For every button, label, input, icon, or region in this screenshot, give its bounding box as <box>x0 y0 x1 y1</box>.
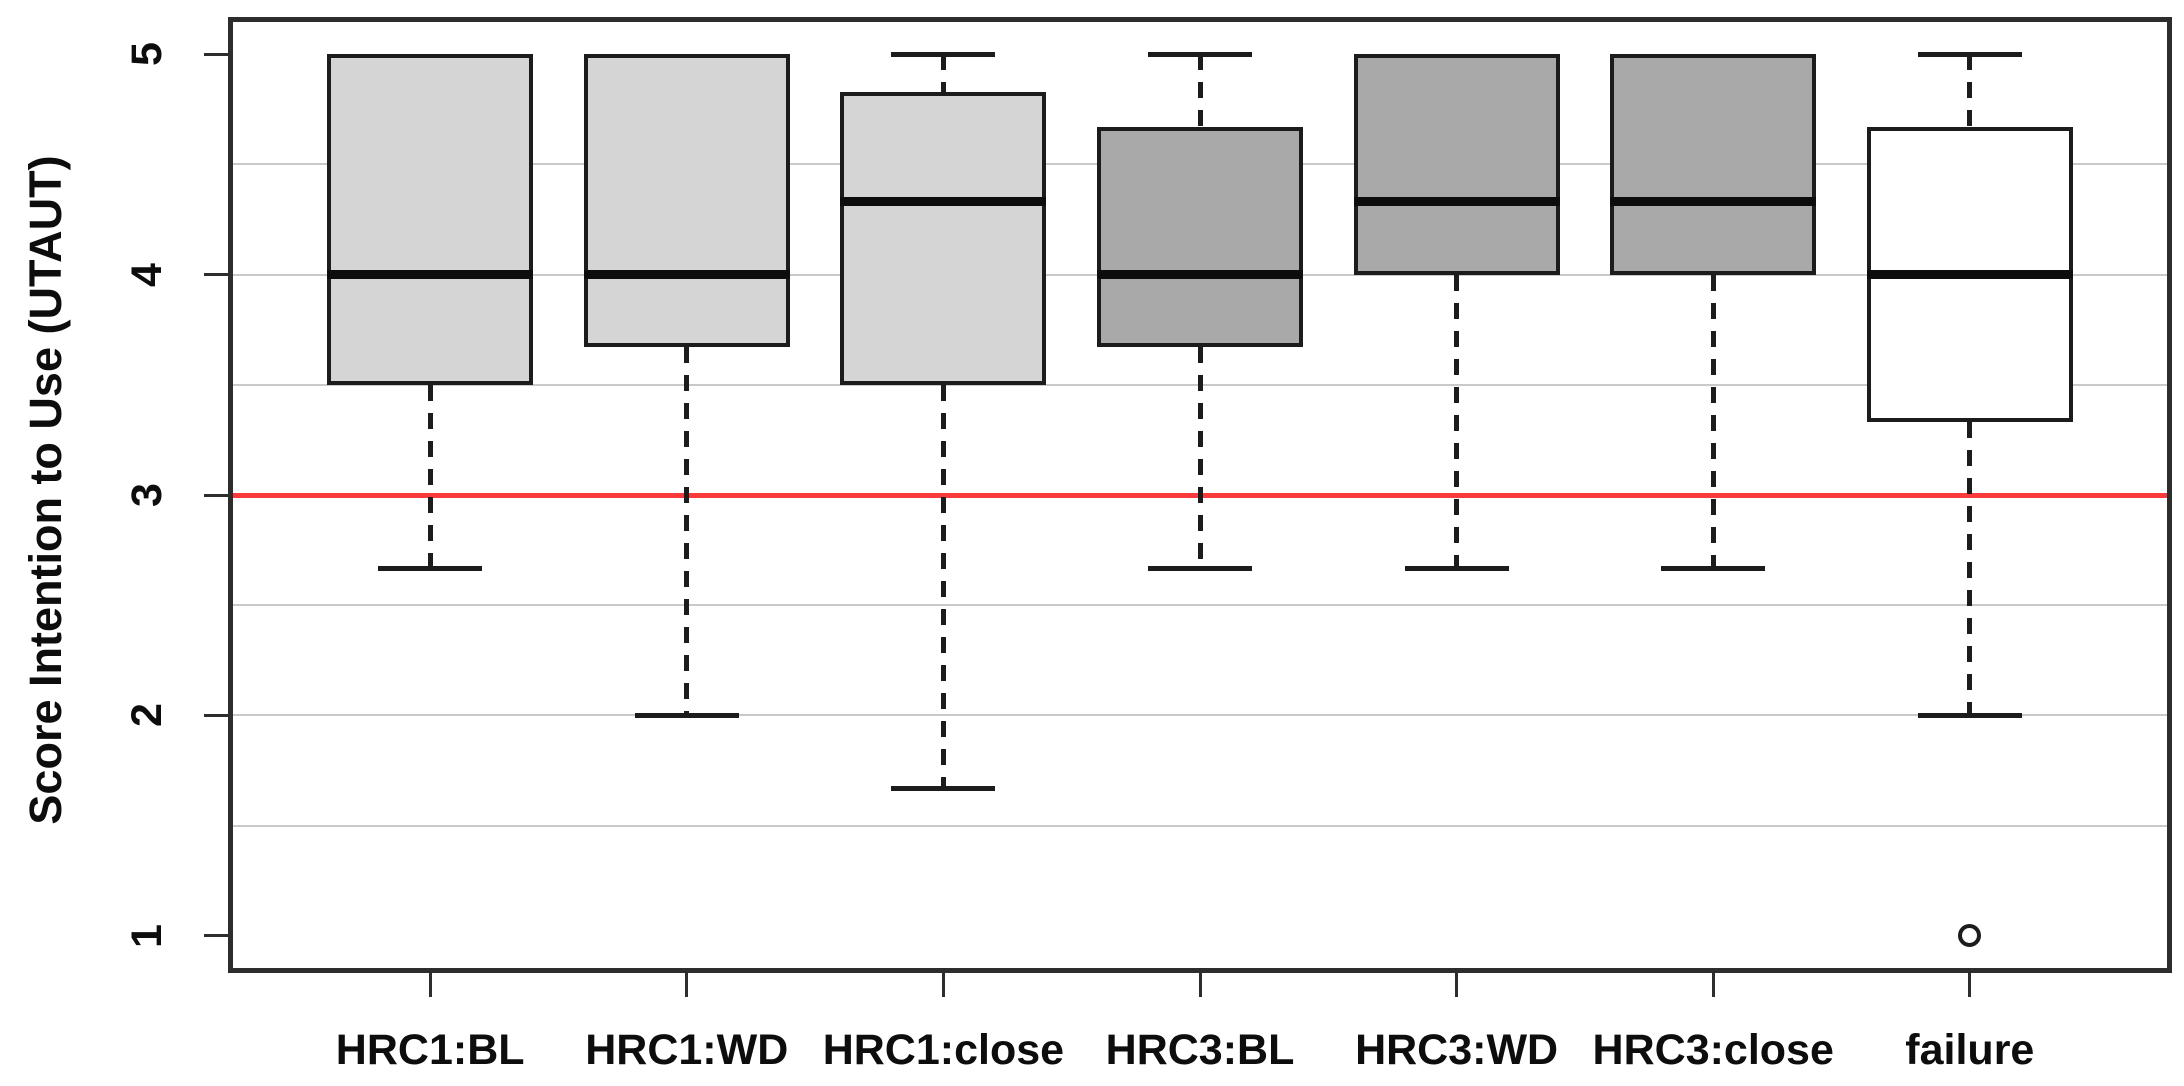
x-tick <box>941 971 945 997</box>
upper-whisker-cap-hrc3-bl <box>1148 52 1252 58</box>
upper-whisker-cap-hrc1-close <box>891 52 996 58</box>
y-tick-label: 4 <box>122 262 171 287</box>
y-tick-label: 5 <box>122 42 171 67</box>
lower-whisker-cap-hrc1-wd <box>634 713 739 719</box>
y-axis-title: Score Intention to Use (UTAUT) <box>20 155 71 825</box>
lower-whisker-cap-failure <box>1917 713 2022 719</box>
box-hrc1-bl <box>327 54 534 385</box>
median-hrc1-close <box>840 197 1047 207</box>
box-hrc3-wd <box>1353 54 1560 275</box>
x-tick-label-hrc3-wd: HRC3:WD <box>1355 1025 1559 1074</box>
median-hrc1-bl <box>327 270 534 280</box>
x-tick-label-hrc3-close: HRC3:close <box>1592 1025 1834 1074</box>
y-tick <box>204 713 232 717</box>
x-tick-label-hrc1-close: HRC1:close <box>822 1025 1065 1074</box>
x-tick <box>1455 971 1459 997</box>
box-hrc3-close <box>1610 54 1817 275</box>
lower-whisker-hrc3-close <box>1710 274 1716 568</box>
median-hrc3-wd <box>1353 197 1560 207</box>
lower-whisker-cap-hrc1-bl <box>378 565 483 571</box>
upper-whisker-failure <box>1967 54 1973 127</box>
x-tick-label-hrc1-wd: HRC1:WD <box>585 1025 789 1074</box>
lower-whisker-hrc3-wd <box>1454 274 1460 568</box>
lower-whisker-failure <box>1967 422 1973 716</box>
y-tick-label: 2 <box>122 703 171 728</box>
upper-whisker-cap-failure <box>1917 52 2022 58</box>
lower-whisker-cap-hrc3-bl <box>1148 565 1252 571</box>
x-tick <box>1198 971 1202 997</box>
upper-whisker-hrc1-close <box>940 54 946 92</box>
y-tick <box>204 273 232 277</box>
x-tick-label-hrc1-bl: HRC1:BL <box>335 1025 525 1074</box>
gridline <box>230 604 2170 607</box>
x-tick <box>685 971 689 997</box>
outlier-point-failure <box>1958 924 1982 948</box>
y-tick-label: 1 <box>122 923 171 948</box>
box-hrc1-wd <box>583 54 790 348</box>
gridline <box>230 714 2170 717</box>
box-hrc3-bl <box>1097 126 1303 348</box>
lower-whisker-hrc3-bl <box>1197 347 1203 568</box>
y-tick-label: 3 <box>122 483 171 507</box>
median-hrc1-wd <box>583 270 790 280</box>
y-tick <box>204 52 232 56</box>
upper-whisker-hrc3-bl <box>1197 54 1203 127</box>
x-tick <box>428 971 432 997</box>
x-tick <box>1711 971 1715 997</box>
box-hrc1-close <box>840 91 1047 385</box>
gridline <box>230 824 2170 827</box>
lower-whisker-cap-hrc3-close <box>1661 565 1766 571</box>
lower-whisker-hrc1-close <box>940 384 946 789</box>
lower-whisker-cap-hrc3-wd <box>1404 565 1509 571</box>
lower-whisker-hrc1-wd <box>684 347 690 716</box>
lower-whisker-cap-hrc1-close <box>891 786 996 792</box>
x-tick <box>1968 971 1972 997</box>
x-tick-label-failure: failure <box>1905 1025 2035 1074</box>
x-tick-label-hrc3-bl: HRC3:BL <box>1105 1025 1295 1074</box>
median-hrc3-bl <box>1097 270 1303 280</box>
y-tick <box>204 934 232 938</box>
lower-whisker-hrc1-bl <box>427 384 433 568</box>
median-failure <box>1866 270 2073 280</box>
median-hrc3-close <box>1610 197 1817 207</box>
y-tick <box>204 493 232 497</box>
